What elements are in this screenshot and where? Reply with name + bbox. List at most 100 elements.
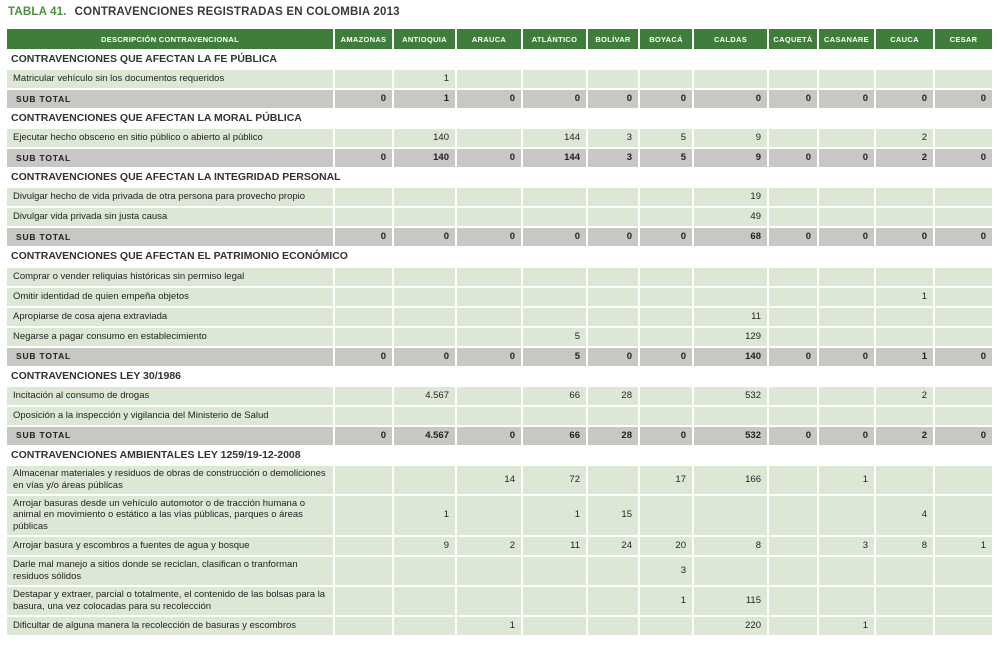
value-cell: [335, 267, 392, 286]
value-cell: [394, 406, 455, 425]
value-cell: [819, 70, 874, 89]
subtotal-value-cell: 1: [876, 347, 933, 366]
value-cell: [523, 208, 586, 227]
value-cell: [457, 70, 521, 89]
subtotal-value-cell: 5: [523, 347, 586, 366]
value-cell: [876, 188, 933, 207]
data-row: Arrojar basuras desde un vehículo automo…: [7, 495, 992, 536]
section-header-label: CONTRAVENCIONES AMBIENTALES LEY 1259/19-…: [7, 446, 992, 464]
subtotal-row: SUB TOTAL 0 4.567 0 66 28 0 532 0 0 2 0: [7, 426, 992, 445]
table-body: CONTRAVENCIONES QUE AFECTAN LA FE PÚBLIC…: [7, 51, 992, 635]
value-cell: [335, 208, 392, 227]
table-number: TABLA 41.: [8, 6, 67, 18]
value-cell: [588, 616, 638, 635]
value-cell: [394, 267, 455, 286]
value-cell: [394, 307, 455, 326]
value-cell: [935, 287, 992, 306]
subtotal-value-cell: 68: [694, 228, 767, 247]
value-cell: 49: [694, 208, 767, 227]
value-cell: [523, 267, 586, 286]
subtotal-value-cell: 0: [335, 347, 392, 366]
table-caption: TABLA 41. CONTRAVENCIONES REGISTRADAS EN …: [8, 6, 999, 18]
value-cell: [457, 307, 521, 326]
subtotal-value-cell: 0: [335, 228, 392, 247]
row-label-cell: Apropiarse de cosa ajena extraviada: [7, 307, 333, 326]
value-cell: 14: [457, 465, 521, 494]
value-cell: 3: [640, 557, 692, 585]
section-header-row: CONTRAVENCIONES AMBIENTALES LEY 1259/19-…: [7, 446, 992, 464]
value-cell: 4.567: [394, 386, 455, 405]
value-cell: [819, 557, 874, 585]
value-cell: 5: [640, 129, 692, 148]
value-cell: [769, 406, 817, 425]
value-cell: [935, 188, 992, 207]
row-label-cell: Negarse a pagar consumo en establecimien…: [7, 327, 333, 346]
value-cell: [523, 406, 586, 425]
section-header-label: CONTRAVENCIONES LEY 30/1986: [7, 367, 992, 385]
value-cell: [694, 557, 767, 585]
value-cell: [523, 307, 586, 326]
value-cell: [335, 586, 392, 615]
value-cell: 11: [523, 537, 586, 556]
value-cell: 72: [523, 465, 586, 494]
value-cell: 11: [694, 307, 767, 326]
subtotal-value-cell: 140: [694, 347, 767, 366]
value-cell: [819, 386, 874, 405]
value-cell: [819, 327, 874, 346]
subtotal-value-cell: 0: [457, 347, 521, 366]
subtotal-value-cell: 5: [640, 149, 692, 168]
value-cell: [588, 307, 638, 326]
value-cell: 17: [640, 465, 692, 494]
value-cell: 2: [876, 129, 933, 148]
row-label-cell: Incitación al consumo de drogas: [7, 386, 333, 405]
subtotal-value-cell: 0: [935, 347, 992, 366]
value-cell: [640, 495, 692, 536]
value-cell: 19: [694, 188, 767, 207]
data-row: Matricular vehículo sin los documentos r…: [7, 70, 992, 89]
value-cell: 1: [640, 586, 692, 615]
data-row: Arrojar basura y escombros a fuentes de …: [7, 537, 992, 556]
value-cell: [457, 557, 521, 585]
column-header-description: DESCRIPCIÓN CONTRAVENCIONAL: [7, 29, 333, 49]
value-cell: [876, 557, 933, 585]
subtotal-value-cell: 0: [935, 149, 992, 168]
value-cell: 9: [394, 537, 455, 556]
value-cell: [876, 327, 933, 346]
subtotal-value-cell: 0: [769, 149, 817, 168]
value-cell: [457, 129, 521, 148]
subtotal-value-cell: 0: [588, 228, 638, 247]
value-cell: [394, 557, 455, 585]
subtotal-value-cell: 28: [588, 426, 638, 445]
data-row: Divulgar vida privada sin justa causa 49: [7, 208, 992, 227]
value-cell: [876, 70, 933, 89]
value-cell: 1: [523, 495, 586, 536]
value-cell: [588, 287, 638, 306]
data-row: Incitación al consumo de drogas 4.567 66 28…: [7, 386, 992, 405]
row-label-cell: Matricular vehículo sin los documentos r…: [7, 70, 333, 89]
value-cell: [640, 327, 692, 346]
value-cell: [935, 406, 992, 425]
value-cell: [523, 287, 586, 306]
subtotal-row: SUB TOTAL 0 0 0 0 0 0 68 0 0 0 0: [7, 228, 992, 247]
value-cell: 144: [523, 129, 586, 148]
subtotal-value-cell: 66: [523, 426, 586, 445]
value-cell: [935, 495, 992, 536]
value-cell: [694, 495, 767, 536]
subtotal-value-cell: 144: [523, 149, 586, 168]
value-cell: [769, 208, 817, 227]
subtotal-value-cell: 0: [588, 90, 638, 109]
subtotal-label-cell: SUB TOTAL: [7, 228, 333, 247]
value-cell: [935, 616, 992, 635]
value-cell: [335, 327, 392, 346]
subtotal-value-cell: 532: [694, 426, 767, 445]
value-cell: 1: [394, 70, 455, 89]
section-header-row: CONTRAVENCIONES QUE AFECTAN EL PATRIMONI…: [7, 248, 992, 266]
value-cell: [640, 208, 692, 227]
value-cell: [588, 327, 638, 346]
subtotal-value-cell: 0: [769, 347, 817, 366]
value-cell: [819, 129, 874, 148]
value-cell: [876, 586, 933, 615]
value-cell: [819, 287, 874, 306]
value-cell: [819, 586, 874, 615]
value-cell: [588, 267, 638, 286]
